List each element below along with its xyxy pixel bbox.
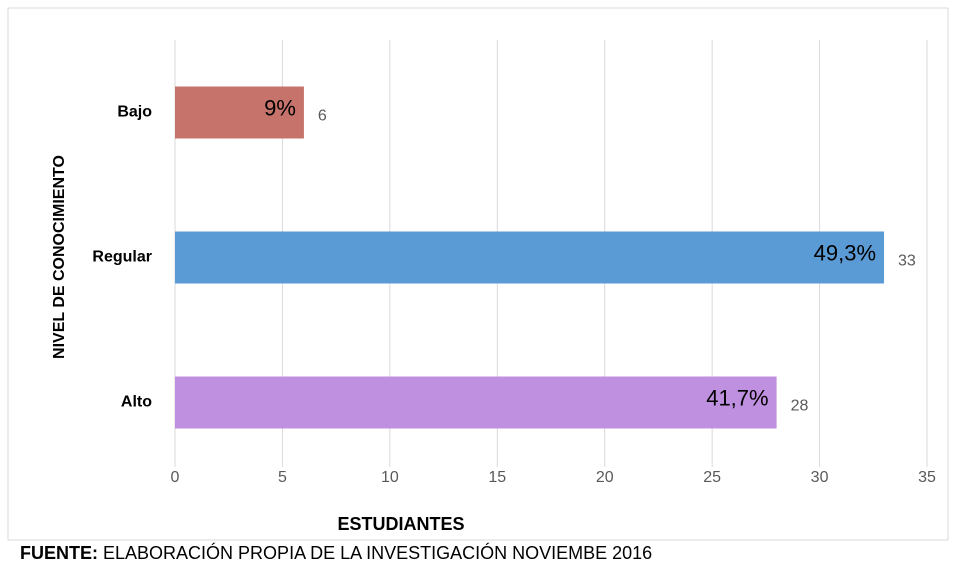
x-tick-label: 30 [811,469,829,486]
bar [175,231,885,284]
bar [175,376,777,429]
value-label: 28 [791,398,809,415]
x-tick-label: 10 [381,469,399,486]
bar [175,86,304,139]
x-tick-label: 35 [918,469,936,486]
source: FUENTE: ELABORACIÓN PROPIA DE LA INVESTI… [20,542,652,563]
bar-annotation: 41,7% [706,385,768,410]
x-tick-label: 5 [278,469,287,486]
x-tick-label: 0 [171,469,180,486]
source-text: ELABORACIÓN PROPIA DE LA INVESTIGACIÓN N… [103,542,652,563]
bar-annotation: 9% [264,95,296,120]
y-tick-label: Alto [121,394,152,411]
y-tick-label: Regular [92,249,152,266]
value-label: 6 [318,108,327,125]
x-axis-label: ESTUDIANTES [337,514,464,534]
bar-annotation: 49,3% [814,240,876,265]
x-tick-label: 25 [703,469,721,486]
y-axis-label: NIVEL DE CONOCIMIENTO [51,155,68,359]
x-tick-label: 20 [596,469,614,486]
source-label: FUENTE: [20,543,98,563]
value-label: 33 [898,253,916,270]
chart-border [7,7,949,541]
x-tick-label: 15 [488,469,506,486]
y-tick-label: Bajo [117,104,152,121]
